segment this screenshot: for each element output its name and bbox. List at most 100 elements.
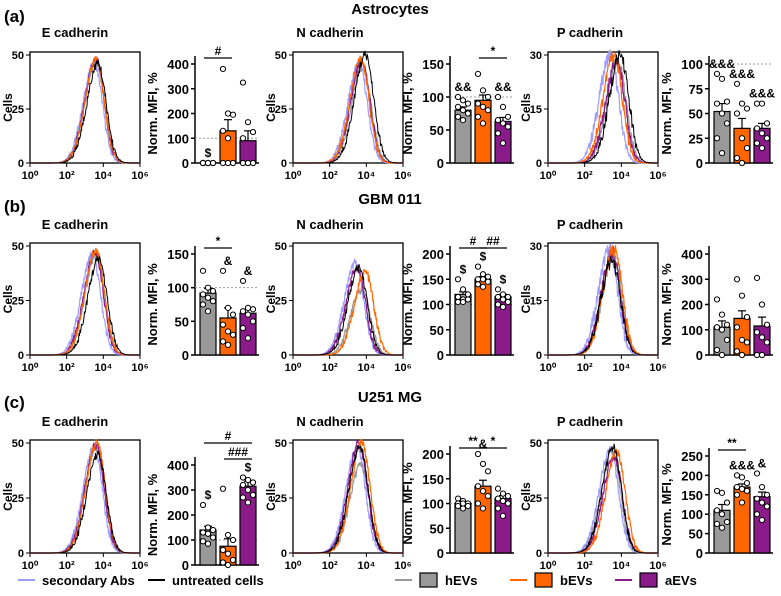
data-point xyxy=(743,339,751,346)
data-point xyxy=(723,518,731,526)
data-point xyxy=(239,494,247,501)
significance-label: # xyxy=(215,44,222,58)
data-point xyxy=(733,348,741,355)
x-tick-label: 10⁰ xyxy=(22,170,39,182)
data-point xyxy=(219,159,227,167)
data-point xyxy=(479,276,487,283)
data-point xyxy=(743,145,751,152)
data-point xyxy=(494,130,502,137)
x-tick-label: 10⁰ xyxy=(285,362,302,374)
panel-p-cadherin: P cadherin 0 15 30 10⁰ 10² 10⁴ 10⁶ Cells 0 100 200 3… xyxy=(519,217,773,374)
data-point xyxy=(459,107,467,114)
data-point xyxy=(499,291,507,298)
panel-subtitle: P cadherin xyxy=(557,414,623,429)
data-point xyxy=(499,497,507,505)
x-tick-label: 10⁰ xyxy=(22,560,39,572)
data-point xyxy=(733,483,741,491)
data-point xyxy=(474,450,482,458)
significance-mark: & xyxy=(758,456,767,470)
y-axis-label: Cells xyxy=(1,93,15,122)
data-point xyxy=(484,107,492,114)
y-tick-label: 15 xyxy=(530,104,542,116)
data-point xyxy=(209,287,217,295)
y-tick-label: 50 xyxy=(275,50,287,62)
data-point xyxy=(199,501,207,509)
data-point xyxy=(738,351,746,359)
significance-mark: &&& xyxy=(729,67,755,81)
data-point xyxy=(224,550,232,557)
y-axis-label: Cells xyxy=(264,482,278,511)
x-tick-label: 10⁰ xyxy=(540,560,557,572)
x-tick-label: 10⁴ xyxy=(357,170,375,182)
data-point xyxy=(733,472,741,479)
histogram-curve-hEVs xyxy=(548,448,658,554)
panel-subtitle: N cadherin xyxy=(296,25,363,40)
histogram-frame xyxy=(292,51,404,164)
data-point xyxy=(723,321,731,328)
row-title: U251 MG xyxy=(358,389,422,406)
y-tick-label: 200 xyxy=(422,247,444,262)
data-point xyxy=(479,505,487,512)
data-point xyxy=(753,329,761,336)
data-point xyxy=(244,159,252,167)
x-tick-label: 10⁶ xyxy=(649,170,666,182)
data-point xyxy=(479,460,487,467)
data-point xyxy=(484,93,492,101)
legend-swatch xyxy=(534,572,553,588)
data-point xyxy=(474,281,482,288)
data-point xyxy=(743,105,751,112)
data-point xyxy=(718,489,726,496)
data-point xyxy=(713,100,721,107)
histogram-frame xyxy=(547,51,659,164)
y-tick-label: 0 xyxy=(536,350,542,362)
data-point xyxy=(464,100,472,107)
data-point xyxy=(459,117,467,124)
panel-e-cadherin: E cadherin 0 25 50 10⁰ 10² 10⁴ 10⁶ Cells 0 100 200 3… xyxy=(1,25,259,182)
histogram-frame xyxy=(29,51,141,164)
x-tick-label: 10² xyxy=(59,170,75,182)
x-tick-label: 10⁶ xyxy=(649,560,666,572)
data-point xyxy=(454,93,462,101)
y-axis-label: Norm. MFI, % xyxy=(145,473,160,556)
data-point xyxy=(494,293,502,301)
histogram-frame xyxy=(547,242,659,356)
bar-aEVs xyxy=(239,140,257,164)
data-point xyxy=(199,267,207,274)
data-point xyxy=(763,321,771,328)
data-point xyxy=(229,331,237,338)
data-point xyxy=(229,111,237,118)
significance-label: # xyxy=(470,234,477,248)
data-point xyxy=(718,351,726,359)
data-point xyxy=(219,485,227,492)
data-point xyxy=(219,267,227,274)
data-point xyxy=(494,93,502,101)
x-tick-label: 10⁰ xyxy=(22,362,39,374)
legend-label: untreated cells xyxy=(172,573,264,588)
data-point xyxy=(224,341,232,348)
data-point xyxy=(479,271,487,278)
data-point xyxy=(758,483,766,491)
data-point xyxy=(474,500,482,507)
data-point xyxy=(763,120,771,127)
histogram-frame xyxy=(29,439,141,554)
data-point xyxy=(474,100,482,107)
y-tick-label: 25 xyxy=(12,104,24,116)
data-point xyxy=(718,511,726,518)
y-axis-label: Cells xyxy=(519,284,533,313)
histogram-curve-untreated xyxy=(30,450,140,554)
data-point xyxy=(199,291,207,298)
x-tick-label: 10⁶ xyxy=(394,560,411,572)
data-point xyxy=(239,79,247,86)
y-tick-label: 25 xyxy=(275,493,287,505)
y-tick-label: 200 xyxy=(167,508,189,523)
data-point xyxy=(474,276,482,283)
histogram-curve-secondary xyxy=(30,444,140,554)
data-point xyxy=(454,293,462,301)
x-tick-label: 10⁶ xyxy=(131,560,148,572)
data-point xyxy=(204,159,212,167)
data-point xyxy=(204,530,212,537)
histogram-frame xyxy=(292,439,404,554)
histogram-curve-secondary xyxy=(548,243,658,356)
y-axis-label: Cells xyxy=(264,93,278,122)
data-point xyxy=(204,540,212,547)
